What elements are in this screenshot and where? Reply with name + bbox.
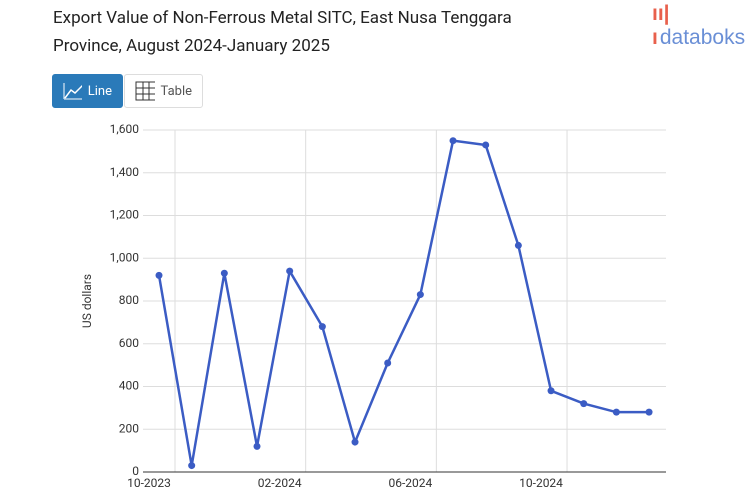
y-tick-label: 200 [119, 421, 139, 435]
button-label: Line [87, 83, 112, 99]
x-tick-label: 10-2024 [519, 476, 563, 490]
point [547, 387, 555, 395]
point [482, 141, 490, 149]
x-tick-label: 06-2024 [388, 476, 432, 490]
y-tick-label: 1,400 [110, 165, 140, 179]
table-icon [135, 81, 155, 101]
chart-title: Export Value of Non-Ferrous Metal SITC, … [53, 8, 512, 56]
point [580, 400, 588, 408]
point [155, 271, 163, 279]
line-button[interactable]: Line [52, 74, 123, 108]
y-tick-label: 600 [119, 336, 139, 350]
point [416, 291, 424, 299]
y-axis-label: US dollars [80, 274, 94, 328]
point [514, 241, 522, 249]
table-button[interactable]: Table [124, 74, 203, 108]
logo: ıı|ıdataboks [652, 2, 746, 49]
y-tick-label: 1,600 [110, 122, 140, 136]
x-tick-label: 10-2023 [127, 476, 171, 490]
y-tick-label: 0 [132, 464, 139, 478]
point [220, 269, 228, 277]
point [286, 267, 294, 275]
point [253, 442, 261, 450]
line-icon [63, 83, 82, 100]
point [612, 408, 620, 416]
point [449, 137, 457, 145]
y-tick-label: 800 [119, 293, 139, 307]
y-tick-label: 1,000 [110, 250, 140, 264]
x-tick-label: 02-2024 [258, 476, 302, 490]
point [645, 408, 653, 416]
point [351, 438, 359, 446]
button-label: Table [160, 83, 192, 99]
point [188, 462, 196, 470]
logo-text: databoks [659, 26, 746, 49]
series-line [157, 139, 650, 466]
point [384, 359, 392, 367]
y-tick-label: 1,200 [110, 208, 140, 222]
point [318, 323, 326, 331]
y-tick-label: 400 [119, 379, 139, 393]
